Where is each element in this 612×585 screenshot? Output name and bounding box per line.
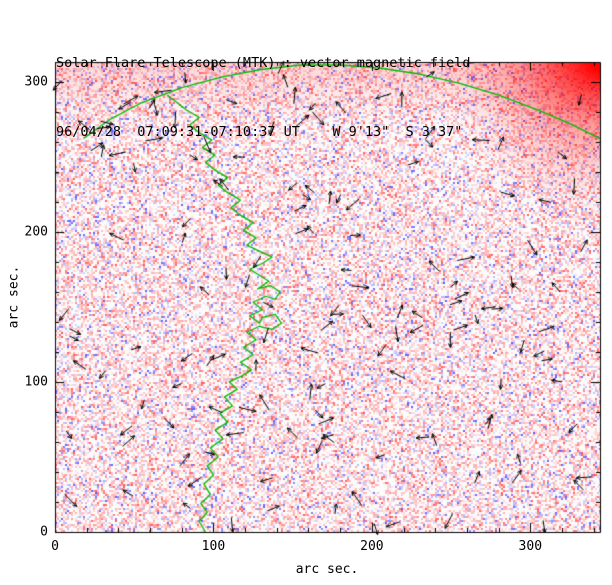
x-axis-label: arc sec. (295, 562, 359, 577)
plot-subtitle: 96/04/28 07:09:31-07:10:37 UT W 9'13" S … (56, 124, 463, 140)
y-axis-label: arc sec. (6, 265, 22, 329)
title-block: Solar Flare Telescope (MTK) : vector mag… (56, 6, 471, 190)
x-tick-label: 100 (201, 539, 226, 554)
y-tick-label: 0 (40, 524, 48, 540)
x-tick-label: 200 (360, 539, 384, 554)
plot-title: Solar Flare Telescope (MTK) : vector mag… (56, 55, 471, 71)
y-tick-label: 300 (24, 74, 48, 90)
x-tick-label: 0 (51, 539, 59, 554)
y-tick-label: 100 (24, 374, 48, 390)
x-tick-label: 300 (518, 539, 543, 554)
y-tick-label: 200 (24, 224, 48, 240)
